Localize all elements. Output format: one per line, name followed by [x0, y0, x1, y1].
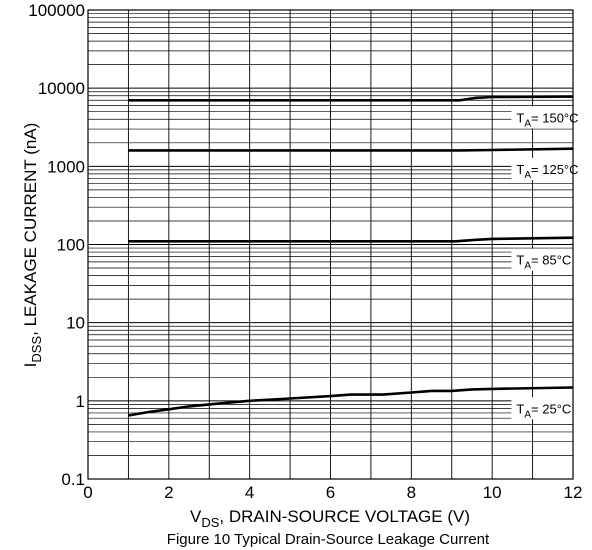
series-label-background	[511, 157, 592, 180]
x-tick-labels: 0 2 4 6 8 10 12	[83, 483, 582, 502]
y-tick-label: 1	[76, 392, 85, 411]
x-axis-label: VDS, DRAIN-SOURCE VOLTAGE (V)	[190, 507, 470, 530]
series-line	[128, 147, 574, 152]
series-label: TA= 85°C	[516, 253, 571, 272]
y-axis-label: IDSS, LEAKAGE CURRENT (nA)	[21, 123, 44, 368]
x-tick-label: 0	[83, 483, 92, 502]
figure-caption: Figure 10 Typical Drain-Source Leakage C…	[167, 531, 490, 548]
y-tick-label: 10000	[38, 79, 85, 98]
y-tick-label: 10	[66, 314, 85, 333]
y-tick-label: 0.1	[61, 470, 85, 489]
y-tick-label: 100000	[28, 1, 85, 20]
y-tick-label: 1000	[47, 157, 85, 176]
series-label: TA= 150°C	[516, 110, 578, 129]
x-tick-label: 4	[245, 483, 254, 502]
series-line	[128, 386, 574, 417]
series-label: TA= 125°C	[516, 162, 578, 181]
grid	[88, 10, 573, 479]
x-tick-label: 6	[326, 483, 335, 502]
x-tick-label: 2	[164, 483, 173, 502]
series-label-background	[511, 397, 592, 420]
x-tick-label: 10	[483, 483, 502, 502]
series-line	[128, 236, 574, 243]
series-label-background	[511, 248, 592, 271]
x-tick-label: 8	[407, 483, 416, 502]
y-tick-label: 100	[57, 236, 85, 255]
series-label: TA= 25°C	[516, 401, 571, 420]
series-line	[128, 95, 574, 102]
series-label-background	[511, 106, 592, 129]
plot-frame	[87, 9, 574, 480]
curves: TA= 150°C TA= 125°C TA= 85°C TA= 25°C	[128, 95, 592, 420]
x-tick-label: 12	[564, 483, 583, 502]
y-tick-labels: 0.1 1 10 100 1000 10000 100000	[28, 1, 85, 489]
